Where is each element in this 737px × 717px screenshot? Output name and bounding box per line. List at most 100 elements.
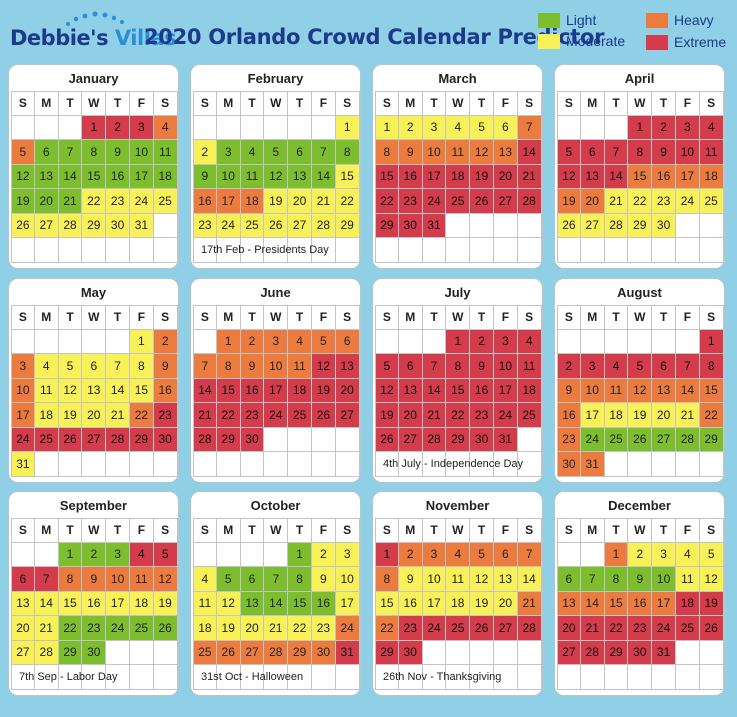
day-cell[interactable]: 22 bbox=[335, 189, 360, 214]
day-cell[interactable]: 22 bbox=[628, 189, 653, 214]
day-cell[interactable]: 3 bbox=[652, 542, 676, 567]
day-cell[interactable]: 5 bbox=[264, 140, 289, 165]
day-cell[interactable]: 23 bbox=[240, 403, 265, 428]
day-cell[interactable]: 26 bbox=[470, 189, 494, 214]
day-cell[interactable]: 24 bbox=[675, 189, 700, 214]
day-cell[interactable]: 24 bbox=[129, 189, 154, 214]
day-cell[interactable]: 27 bbox=[335, 403, 360, 428]
day-cell[interactable]: 7 bbox=[58, 140, 83, 165]
day-cell[interactable]: 12 bbox=[375, 378, 399, 403]
day-cell[interactable]: 26 bbox=[216, 640, 241, 665]
day-cell[interactable]: 15 bbox=[129, 378, 154, 403]
day-cell[interactable]: 18 bbox=[517, 378, 542, 403]
day-cell[interactable]: 30 bbox=[398, 213, 423, 238]
day-cell[interactable]: 3 bbox=[216, 140, 241, 165]
day-cell[interactable]: 13 bbox=[557, 591, 581, 616]
day-cell[interactable]: 28 bbox=[193, 427, 217, 452]
day-cell[interactable]: 3 bbox=[493, 329, 518, 354]
day-cell[interactable]: 10 bbox=[493, 354, 518, 379]
day-cell[interactable]: 11 bbox=[240, 164, 265, 189]
day-cell[interactable]: 4 bbox=[699, 115, 724, 140]
day-cell[interactable]: 9 bbox=[398, 140, 423, 165]
day-cell[interactable]: 11 bbox=[446, 567, 471, 592]
day-cell[interactable]: 23 bbox=[106, 189, 130, 214]
day-cell[interactable]: 13 bbox=[580, 164, 605, 189]
day-cell[interactable]: 5 bbox=[11, 140, 35, 165]
day-cell[interactable]: 2 bbox=[311, 542, 336, 567]
day-cell[interactable]: 24 bbox=[580, 427, 605, 452]
day-cell[interactable]: 20 bbox=[493, 164, 518, 189]
day-cell[interactable]: 5 bbox=[153, 542, 178, 567]
day-cell[interactable]: 25 bbox=[517, 403, 542, 428]
day-cell[interactable]: 13 bbox=[11, 591, 35, 616]
day-cell[interactable]: 19 bbox=[264, 189, 289, 214]
day-cell[interactable]: 22 bbox=[699, 403, 724, 428]
day-cell[interactable]: 1 bbox=[628, 115, 653, 140]
day-cell[interactable]: 24 bbox=[335, 616, 360, 641]
day-cell[interactable]: 17 bbox=[580, 403, 605, 428]
day-cell[interactable]: 29 bbox=[699, 427, 724, 452]
day-cell[interactable]: 5 bbox=[470, 542, 494, 567]
day-cell[interactable]: 14 bbox=[675, 378, 700, 403]
day-cell[interactable]: 7 bbox=[34, 567, 59, 592]
day-cell[interactable]: 23 bbox=[311, 616, 336, 641]
day-cell[interactable]: 5 bbox=[58, 354, 83, 379]
day-cell[interactable]: 14 bbox=[517, 567, 542, 592]
day-cell[interactable]: 25 bbox=[675, 616, 700, 641]
day-cell[interactable]: 13 bbox=[34, 164, 59, 189]
day-cell[interactable]: 28 bbox=[580, 640, 605, 665]
day-cell[interactable]: 23 bbox=[153, 403, 178, 428]
day-cell[interactable]: 28 bbox=[34, 640, 59, 665]
day-cell[interactable]: 29 bbox=[375, 213, 399, 238]
day-cell[interactable]: 29 bbox=[82, 213, 107, 238]
day-cell[interactable]: 25 bbox=[288, 403, 312, 428]
day-cell[interactable]: 21 bbox=[422, 403, 447, 428]
day-cell[interactable]: 18 bbox=[288, 378, 312, 403]
day-cell[interactable]: 18 bbox=[240, 189, 265, 214]
day-cell[interactable]: 7 bbox=[422, 354, 447, 379]
day-cell[interactable]: 21 bbox=[264, 616, 289, 641]
day-cell[interactable]: 7 bbox=[517, 542, 542, 567]
day-cell[interactable]: 29 bbox=[216, 427, 241, 452]
day-cell[interactable]: 2 bbox=[193, 140, 217, 165]
day-cell[interactable]: 12 bbox=[11, 164, 35, 189]
day-cell[interactable]: 8 bbox=[216, 354, 241, 379]
day-cell[interactable]: 17 bbox=[216, 189, 241, 214]
day-cell[interactable]: 16 bbox=[193, 189, 217, 214]
day-cell[interactable]: 2 bbox=[628, 542, 653, 567]
day-cell[interactable]: 12 bbox=[264, 164, 289, 189]
day-cell[interactable]: 16 bbox=[311, 591, 336, 616]
day-cell[interactable]: 10 bbox=[106, 567, 130, 592]
day-cell[interactable]: 3 bbox=[11, 354, 35, 379]
day-cell[interactable]: 30 bbox=[311, 640, 336, 665]
day-cell[interactable]: 29 bbox=[288, 640, 312, 665]
day-cell[interactable]: 13 bbox=[335, 354, 360, 379]
day-cell[interactable]: 28 bbox=[675, 427, 700, 452]
day-cell[interactable]: 11 bbox=[288, 354, 312, 379]
day-cell[interactable]: 5 bbox=[375, 354, 399, 379]
day-cell[interactable]: 3 bbox=[422, 115, 447, 140]
day-cell[interactable]: 24 bbox=[106, 616, 130, 641]
day-cell[interactable]: 9 bbox=[652, 140, 676, 165]
day-cell[interactable]: 16 bbox=[82, 591, 107, 616]
day-cell[interactable]: 7 bbox=[580, 567, 605, 592]
day-cell[interactable]: 14 bbox=[517, 140, 542, 165]
day-cell[interactable]: 8 bbox=[375, 140, 399, 165]
day-cell[interactable]: 25 bbox=[193, 640, 217, 665]
day-cell[interactable]: 9 bbox=[106, 140, 130, 165]
day-cell[interactable]: 29 bbox=[335, 213, 360, 238]
day-cell[interactable]: 20 bbox=[34, 189, 59, 214]
day-cell[interactable]: 14 bbox=[193, 378, 217, 403]
day-cell[interactable]: 11 bbox=[446, 140, 471, 165]
day-cell[interactable]: 20 bbox=[493, 591, 518, 616]
day-cell[interactable]: 1 bbox=[604, 542, 629, 567]
day-cell[interactable]: 15 bbox=[82, 164, 107, 189]
day-cell[interactable]: 2 bbox=[82, 542, 107, 567]
day-cell[interactable]: 26 bbox=[264, 213, 289, 238]
day-cell[interactable]: 26 bbox=[311, 403, 336, 428]
day-cell[interactable]: 24 bbox=[264, 403, 289, 428]
day-cell[interactable]: 28 bbox=[264, 640, 289, 665]
day-cell[interactable]: 13 bbox=[493, 567, 518, 592]
day-cell[interactable]: 21 bbox=[517, 591, 542, 616]
day-cell[interactable]: 26 bbox=[470, 616, 494, 641]
